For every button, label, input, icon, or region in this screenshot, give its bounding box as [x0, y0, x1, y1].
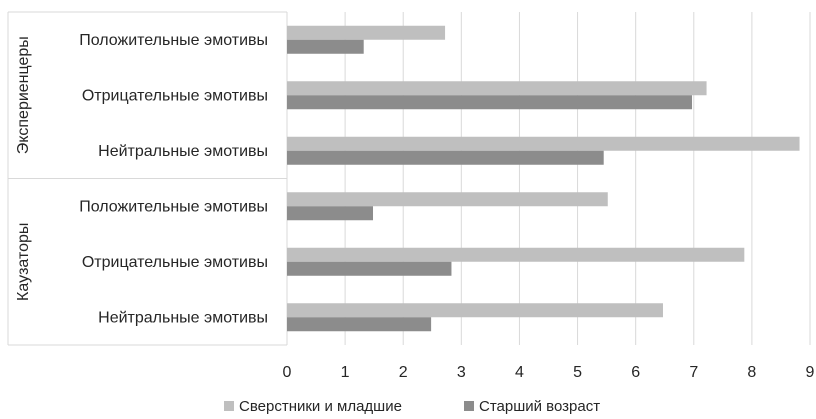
group-label: Каузаторы [15, 223, 32, 301]
x-tick-label: 2 [399, 364, 408, 381]
x-tick-label: 5 [573, 364, 582, 381]
x-tick-label: 3 [457, 364, 466, 381]
bar [287, 136, 800, 151]
x-tick-label: 9 [806, 364, 815, 381]
bar [287, 247, 745, 262]
x-tick-label: 4 [515, 364, 524, 381]
x-tick-label: 6 [631, 364, 640, 381]
legend-label: Старший возраст [479, 398, 600, 415]
bar [287, 192, 608, 207]
category-labels: Экспериенцеры Положительные эмотивы Отрица… [15, 32, 268, 327]
bar [287, 39, 364, 54]
x-tick-label: 7 [689, 364, 698, 381]
bar [287, 317, 432, 332]
bars [287, 25, 800, 332]
group-label: Экспериенцеры [15, 36, 32, 154]
legend: Сверстники и младшие Старший возраст [224, 398, 600, 415]
x-axis-ticks: 0 1 2 3 4 5 6 7 8 9 [283, 364, 815, 381]
x-tick-label: 1 [341, 364, 350, 381]
category-label: Положительные эмотивы [79, 32, 268, 49]
legend-label: Сверстники и младшие [239, 398, 402, 415]
category-label: Нейтральные эмотивы [98, 309, 268, 326]
grid [286, 12, 811, 345]
category-label: Отрицательные эмотивы [82, 254, 268, 271]
legend-swatch [464, 401, 474, 411]
category-label: Отрицательные эмотивы [82, 87, 268, 104]
bar [287, 150, 604, 165]
bar [287, 81, 707, 96]
bar [287, 95, 693, 110]
legend-swatch [224, 401, 234, 411]
bar [287, 261, 452, 276]
x-tick-label: 8 [747, 364, 756, 381]
category-axis [7, 11, 288, 346]
bar [287, 25, 446, 40]
bar [287, 303, 663, 318]
bar [287, 206, 374, 221]
category-label: Нейтральные эмотивы [98, 143, 268, 160]
x-tick-label: 0 [283, 364, 292, 381]
category-label: Положительные эмотивы [79, 198, 268, 215]
